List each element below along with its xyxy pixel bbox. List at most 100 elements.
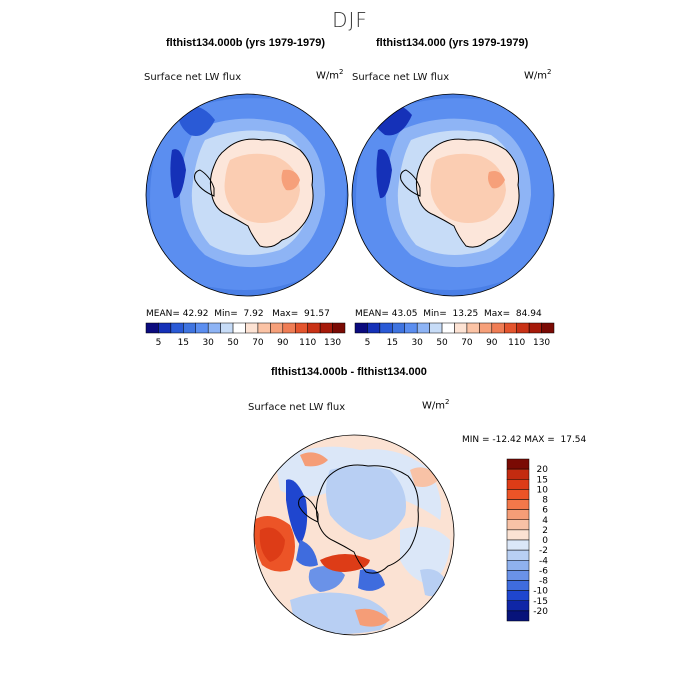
panel-a-colorbar-tick-label: 30 [202, 338, 214, 348]
diff-colorbar-swatch [506, 529, 530, 541]
diff-colorbar-swatch [506, 560, 530, 571]
panel-b-stats: MEAN= 43.05 Min= 13.25 Max= 84.94 [355, 309, 542, 319]
diff-colorbar-tick-label: 10 [537, 485, 549, 495]
panel-a-colorbar-swatch [270, 322, 284, 334]
panel-a-colorbar-swatch [183, 322, 196, 334]
diff-colorbar-swatch [506, 580, 530, 591]
panel-a-colorbar-swatch [257, 322, 271, 334]
diff-colorbar-swatch [506, 600, 530, 612]
panel-b-colorbar-tick-label: 5 [365, 338, 371, 348]
panel-a-colorbar-swatch [195, 322, 209, 334]
diff-colorbar-swatch [506, 590, 530, 601]
panel-b-case-title: flthist134.000 (yrs 1979-1979) [376, 37, 529, 49]
panel-b-colorbar-swatch [367, 322, 381, 334]
panel-a-stats: MEAN= 42.92 Min= 7.92 Max= 91.57 [146, 309, 330, 319]
diff-colorbar-tick-label: 2 [542, 526, 548, 536]
diff-colorbar-swatch [506, 549, 530, 561]
panel-a-colorbar-swatch [220, 322, 234, 334]
panel-a-colorbar-tick-label: 110 [299, 338, 316, 348]
panel-b-colorbar-tick-label: 30 [411, 338, 423, 348]
panel-a-colorbar-swatch [319, 322, 333, 334]
panel-b-colorbar-tick-label: 50 [436, 338, 448, 348]
panel-a-colorbar: 5 15 30 50 70 90 110 130 [145, 322, 346, 348]
diff-map-border [253, 434, 455, 636]
panel-b-colorbar-swatch [392, 322, 405, 334]
panel-b-colorbar-tick-label: 90 [486, 338, 498, 348]
panel-b-colorbar-swatch [404, 322, 418, 334]
panel-b-map-border [351, 93, 555, 297]
diff-colorbar-swatch [506, 570, 530, 581]
panel-b-colorbar: 5 15 30 50 70 90 110 130 [354, 322, 555, 348]
diff-case-title: flthist134.000b - flthist134.000 [271, 366, 427, 378]
panel-b-colorbar-swatch [379, 322, 393, 334]
diff-colorbar-tick-label: -20 [533, 607, 548, 617]
panel-a-colorbar-tick-label: 130 [324, 338, 341, 348]
panel-b-colorbar-swatch [479, 322, 493, 334]
diff-colorbar-tick-label: 0 [542, 536, 548, 546]
diff-colorbar-swatch [506, 509, 530, 520]
diff-colorbar-swatch [506, 519, 530, 531]
diff-colorbar-tick-label: -10 [533, 587, 548, 597]
panel-a-map-border [145, 93, 349, 297]
panel-a-colorbar-swatch [170, 322, 184, 334]
panel-a-colorbar-swatch [158, 322, 172, 334]
diff-units: W/m2 [422, 398, 450, 412]
panel-b-colorbar-swatch [354, 322, 368, 334]
diff-colorbar-tick-label: -8 [539, 577, 548, 587]
diff-colorbar-tick-label: 4 [542, 516, 548, 526]
panel-a-colorbar-swatch [282, 322, 296, 334]
panel-a-colorbar-tick-label: 50 [227, 338, 239, 348]
diff-colorbar-swatch [506, 499, 530, 510]
panel-a-colorbar-swatch [295, 322, 308, 334]
panel-a-colorbar-tick-label: 15 [178, 338, 189, 348]
panel-a-variable: Surface net LW flux [144, 72, 242, 83]
panel-b-colorbar-swatch [516, 322, 530, 334]
diff-map [254, 435, 454, 635]
diff-colorbar-swatch [506, 458, 530, 470]
panel-b-colorbar-swatch [429, 322, 443, 334]
panel-b-colorbar-tick-label: 15 [387, 338, 398, 348]
antarctica-diff [315, 464, 419, 574]
panel-b-variable: Surface net LW flux [352, 72, 450, 83]
diff-colorbar-tick-label: 8 [542, 496, 548, 506]
diff-colorbar-swatch [506, 479, 530, 490]
page-title: DJF [332, 8, 368, 32]
panel-b-colorbar-swatch [541, 322, 555, 334]
diff-colorbar-tick-label: 6 [542, 506, 548, 516]
panel-a-colorbar-swatch [207, 322, 221, 334]
panel-b-map [352, 94, 554, 296]
diff-colorbar-tick-label: 15 [537, 475, 548, 485]
panel-b-colorbar-swatch [416, 322, 430, 334]
diff-colorbar-swatch [506, 539, 530, 551]
panel-b-colorbar-tick-label: 130 [533, 338, 550, 348]
diff-colorbar-tick-label: -4 [539, 556, 548, 566]
panel-b-colorbar-swatch [504, 322, 517, 334]
panel-b-colorbar-swatch [528, 322, 542, 334]
panel-a-colorbar-swatch [145, 322, 159, 334]
panel-a-colorbar-tick-label: 70 [252, 338, 264, 348]
diff-colorbar-tick-label: -2 [539, 546, 548, 556]
panel-a-colorbar-tick-label: 90 [277, 338, 289, 348]
panel-b-colorbar-swatch [466, 322, 480, 334]
diff-colorbar-tick-label: -6 [539, 566, 548, 576]
panel-a-colorbar-swatch [245, 322, 259, 334]
panel-b-colorbar-swatch [491, 322, 505, 334]
panel-a-colorbar-swatch [332, 322, 346, 334]
diff-variable: Surface net LW flux [248, 402, 346, 413]
panel-b-colorbar-tick-label: 70 [461, 338, 473, 348]
panel-b-units: W/m2 [524, 68, 552, 82]
panel-b-colorbar-swatch [441, 322, 455, 334]
panel-a-colorbar-swatch [307, 322, 321, 334]
diff-colorbar-swatch [506, 610, 530, 622]
panel-a-colorbar-tick-label: 5 [156, 338, 162, 348]
diff-colorbar-swatch [506, 468, 530, 480]
panel-a-case-title: flthist134.000b (yrs 1979-1979) [166, 37, 325, 49]
diff-minmax: MIN = -12.42 MAX = 17.54 [462, 435, 587, 445]
diff-colorbar-tick-label: -15 [533, 597, 548, 607]
panel-b-colorbar-swatch [454, 322, 468, 334]
panel-a-colorbar-swatch [232, 322, 246, 334]
diff-colorbar-tick-label: 20 [537, 465, 549, 475]
panel-b-colorbar-tick-label: 110 [508, 338, 525, 348]
